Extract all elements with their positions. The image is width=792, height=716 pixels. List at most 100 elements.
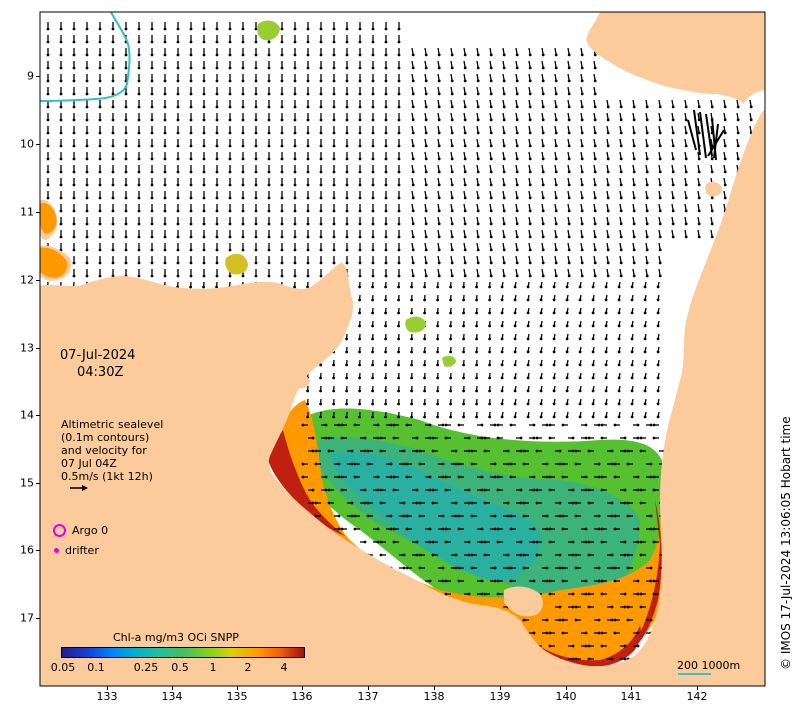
velocity-arrow-head xyxy=(571,644,575,648)
lat-tick xyxy=(36,212,40,213)
velocity-arrow-head xyxy=(424,131,428,135)
velocity-arrow-head xyxy=(606,235,610,239)
velocity-arrow-head xyxy=(345,118,349,122)
velocity-arrow-head xyxy=(72,53,76,57)
velocity-arrow-head xyxy=(513,324,517,328)
velocity-arrow-head xyxy=(454,514,458,518)
velocity-arrow-head xyxy=(571,488,575,492)
velocity-arrow-head xyxy=(228,183,232,187)
velocity-arrow-head xyxy=(574,605,578,609)
velocity-arrow-head xyxy=(580,157,584,161)
velocity-arrow-head xyxy=(111,79,115,83)
velocity-arrow-head xyxy=(515,105,519,109)
velocity-arrow-head xyxy=(639,540,643,544)
velocity-arrow-head xyxy=(502,66,506,70)
velocity-arrow-head xyxy=(613,566,617,570)
velocity-arrow-head xyxy=(554,183,558,187)
velocity-arrow-head xyxy=(470,566,474,570)
velocity-arrow-head xyxy=(552,324,556,328)
velocity-arrow-head xyxy=(111,235,115,239)
velocity-arrow-head xyxy=(254,66,258,70)
velocity-arrow-head xyxy=(85,144,89,148)
velocity-arrow-head xyxy=(267,118,271,122)
velocity-arrow-head xyxy=(353,527,357,531)
velocity-arrow-head xyxy=(306,92,310,96)
velocity-arrow-head xyxy=(558,553,562,557)
velocity-arrow-head xyxy=(332,170,336,174)
velocity-arrow-head xyxy=(488,311,491,315)
velocity-arrow-head xyxy=(163,40,167,44)
colorbar-tick-label: 4 xyxy=(280,661,288,674)
velocity-arrow-head xyxy=(423,298,426,302)
velocity-arrow-head xyxy=(371,350,374,354)
velocity-arrow-head xyxy=(502,157,506,161)
velocity-arrow-head xyxy=(332,92,336,96)
lat-tick xyxy=(36,280,40,281)
velocity-arrow-head xyxy=(319,274,323,278)
velocity-arrow-head xyxy=(632,196,636,200)
velocity-arrow-head xyxy=(587,501,591,505)
velocity-arrow-head xyxy=(337,527,341,531)
velocity-arrow-head xyxy=(470,449,474,453)
velocity-arrow-head xyxy=(462,298,465,302)
velocity-arrow-head xyxy=(584,488,588,492)
velocity-arrow-head xyxy=(405,566,409,570)
velocity-arrow-head xyxy=(280,235,284,239)
velocity-arrow-head xyxy=(489,53,493,57)
velocity-arrow-head xyxy=(376,436,380,440)
velocity-arrow-head xyxy=(600,579,604,583)
velocity-arrow-head xyxy=(436,298,439,302)
velocity-arrow-head xyxy=(124,248,128,252)
velocity-arrow-head xyxy=(450,261,454,265)
velocity-arrow-head xyxy=(571,553,575,557)
velocity-arrow-head xyxy=(561,566,565,570)
velocity-arrow-head xyxy=(643,376,647,380)
velocity-arrow-head xyxy=(488,376,491,380)
velocity-arrow-head xyxy=(241,235,245,239)
velocity-arrow-head xyxy=(72,40,76,44)
lat-label: 15 xyxy=(20,476,34,490)
velocity-arrow-head xyxy=(384,144,388,148)
velocity-arrow-head xyxy=(580,144,584,148)
velocity-arrow-head xyxy=(176,105,180,109)
argo-legend: Argo 0 xyxy=(53,524,108,537)
velocity-arrow-head xyxy=(215,79,219,83)
velocity-arrow-head xyxy=(457,475,461,479)
velocity-arrow-head xyxy=(476,105,480,109)
velocity-arrow-head xyxy=(593,131,597,135)
velocity-arrow-head xyxy=(124,170,128,174)
velocity-arrow-head xyxy=(384,363,387,367)
velocity-arrow-head xyxy=(202,248,206,252)
velocity-arrow-head xyxy=(535,553,539,557)
velocity-arrow-head xyxy=(541,248,545,252)
velocity-arrow-head xyxy=(437,274,441,278)
velocity-arrow-head xyxy=(215,261,219,265)
velocity-arrow-head xyxy=(643,285,647,289)
velocity-arrow-head xyxy=(475,350,478,354)
velocity-arrow-head xyxy=(441,566,445,570)
velocity-arrow-head xyxy=(632,105,636,109)
velocity-arrow-head xyxy=(710,170,714,174)
velocity-arrow-head xyxy=(137,105,141,109)
velocity-arrow-head xyxy=(476,53,480,57)
velocity-arrow-head xyxy=(489,79,493,83)
velocity-arrow-head xyxy=(539,363,543,367)
velocity-arrow-head xyxy=(591,376,595,380)
velocity-arrow-head xyxy=(476,274,480,278)
velocity-arrow-head xyxy=(457,514,461,518)
velocity-arrow-head xyxy=(254,235,258,239)
velocity-arrow-head xyxy=(604,389,608,393)
velocity-arrow-head xyxy=(293,183,297,187)
velocity-arrow-head xyxy=(124,183,128,187)
velocity-arrow-head xyxy=(587,592,591,596)
velocity-arrow-head xyxy=(363,540,367,544)
velocity-arrow-head xyxy=(189,248,193,252)
velocity-arrow-head xyxy=(554,235,558,239)
velocity-arrow-head xyxy=(254,40,258,44)
velocity-arrow-head xyxy=(72,157,76,161)
velocity-arrow-head xyxy=(450,222,454,226)
velocity-arrow-head xyxy=(397,66,401,70)
velocity-arrow-head xyxy=(541,274,545,278)
velocity-arrow-head xyxy=(450,144,454,148)
velocity-arrow-head xyxy=(476,170,480,174)
